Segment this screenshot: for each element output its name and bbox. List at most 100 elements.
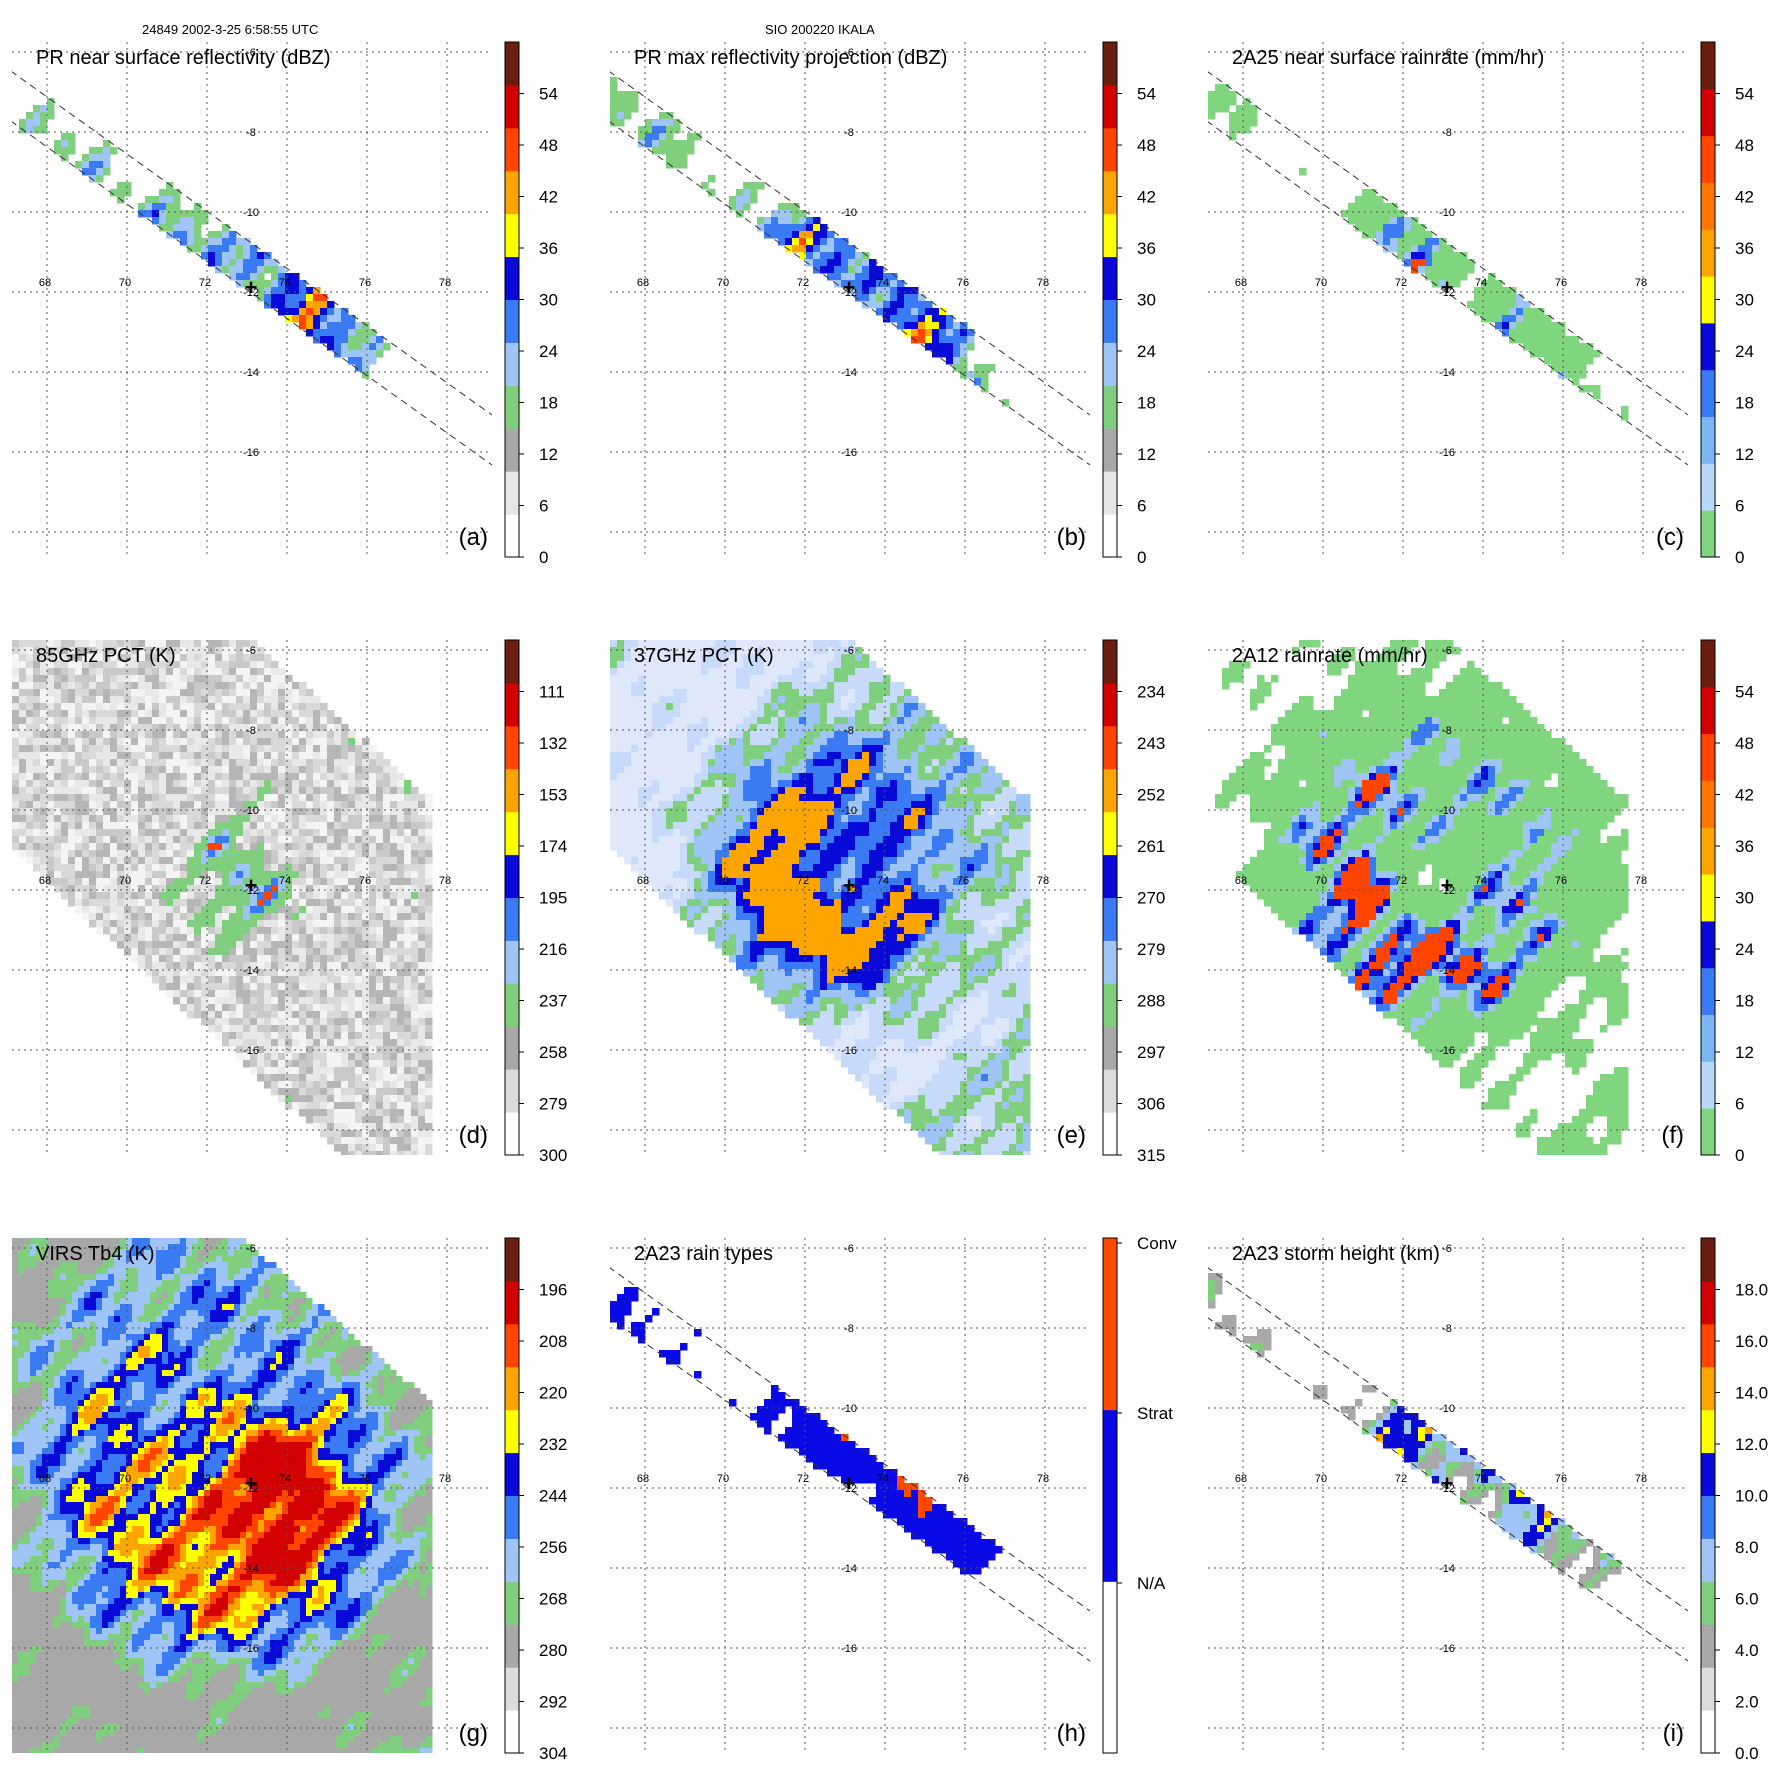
data-cell: [117, 654, 125, 662]
data-cell: [418, 1130, 426, 1138]
data-cell: [673, 703, 681, 711]
data-cell: [194, 836, 202, 844]
data-cell: [425, 1123, 433, 1131]
data-cell: [306, 717, 314, 725]
data-cell: [82, 738, 90, 746]
data-cell: [1446, 273, 1454, 281]
data-cell: [687, 766, 695, 774]
data-cell: [841, 640, 849, 648]
data-cell: [26, 787, 34, 795]
data-cell: [215, 815, 223, 823]
data-cell: [792, 647, 800, 655]
data-cell: [841, 717, 849, 725]
data-cell: [250, 1039, 258, 1047]
data-cell: [659, 752, 667, 760]
data-cell: [715, 703, 723, 711]
data-cell: [285, 892, 293, 900]
data-cell: [187, 969, 195, 977]
data-cell: [813, 717, 821, 725]
data-cell: [194, 857, 202, 865]
data-cell: [820, 759, 828, 767]
data-cell: [932, 752, 940, 760]
data-cell: [306, 997, 314, 1005]
data-cell: [152, 829, 160, 837]
data-cell: [425, 1004, 433, 1012]
data-cell: [638, 668, 646, 676]
data-cell: [652, 668, 660, 676]
data-cell: [750, 710, 758, 718]
data-cell: [320, 1004, 328, 1012]
data-cell: [187, 717, 195, 725]
data-cell: [848, 745, 856, 753]
data-cell: [425, 1144, 433, 1152]
data-cell: [138, 962, 146, 970]
data-cell: [271, 920, 279, 928]
data-cell: [736, 640, 744, 648]
data-cell: [201, 815, 209, 823]
data-cell: [369, 976, 377, 984]
data-cell: [1488, 287, 1496, 295]
data-cell: [173, 794, 181, 802]
data-cell: [610, 731, 618, 739]
data-cell: [792, 654, 800, 662]
data-cell: [40, 745, 48, 753]
data-cell: [390, 878, 398, 886]
data-cell: [708, 175, 716, 183]
data-cell: [215, 752, 223, 760]
data-cell: [1250, 119, 1258, 127]
data-cell: [932, 350, 940, 358]
data-cell: [904, 724, 912, 732]
data-cell: [292, 976, 300, 984]
data-cell: [383, 808, 391, 816]
data-cell: [292, 301, 300, 309]
data-cell: [12, 731, 20, 739]
colorbar-label: 18: [1137, 394, 1156, 413]
data-cell: [1397, 210, 1405, 218]
data-cell: [925, 308, 933, 316]
data-cell: [243, 238, 251, 246]
data-cell: [103, 885, 111, 893]
data-cell: [701, 675, 709, 683]
data-cell: [117, 661, 125, 669]
data-cell: [180, 210, 188, 218]
data-cell: [1544, 343, 1552, 351]
data-cell: [313, 969, 321, 977]
data-cell: [299, 892, 307, 900]
data-cell: [320, 920, 328, 928]
data-cell: [292, 308, 300, 316]
data-cell: [313, 308, 321, 316]
data-cell: [236, 878, 244, 886]
data-cell: [610, 717, 618, 725]
data-cell: [299, 1060, 307, 1068]
data-cell: [236, 703, 244, 711]
colorbar-swatch: [505, 1112, 519, 1156]
data-cell: [243, 245, 251, 253]
data-cell: [841, 266, 849, 274]
data-cell: [617, 710, 625, 718]
data-cell: [362, 766, 370, 774]
data-cell: [1537, 343, 1545, 351]
data-cell: [201, 780, 209, 788]
data-cell: [1495, 294, 1503, 302]
data-cell: [890, 301, 898, 309]
data-cell: [89, 829, 97, 837]
data-cell: [362, 850, 370, 858]
data-cell: [617, 661, 625, 669]
data-cell: [757, 766, 765, 774]
data-cell: [278, 1032, 286, 1040]
data-cell: [215, 934, 223, 942]
data-cell: [383, 815, 391, 823]
data-cell: [341, 752, 349, 760]
data-cell: [610, 696, 618, 704]
data-cell: [666, 640, 674, 648]
data-cell: [631, 731, 639, 739]
data-cell: [89, 794, 97, 802]
data-cell: [624, 703, 632, 711]
data-cell: [418, 983, 426, 991]
data-cell: [159, 934, 167, 942]
data-cell: [932, 738, 940, 746]
data-cell: [757, 710, 765, 718]
data-cell: [341, 1095, 349, 1103]
data-cell: [173, 990, 181, 998]
data-cell: [250, 766, 258, 774]
